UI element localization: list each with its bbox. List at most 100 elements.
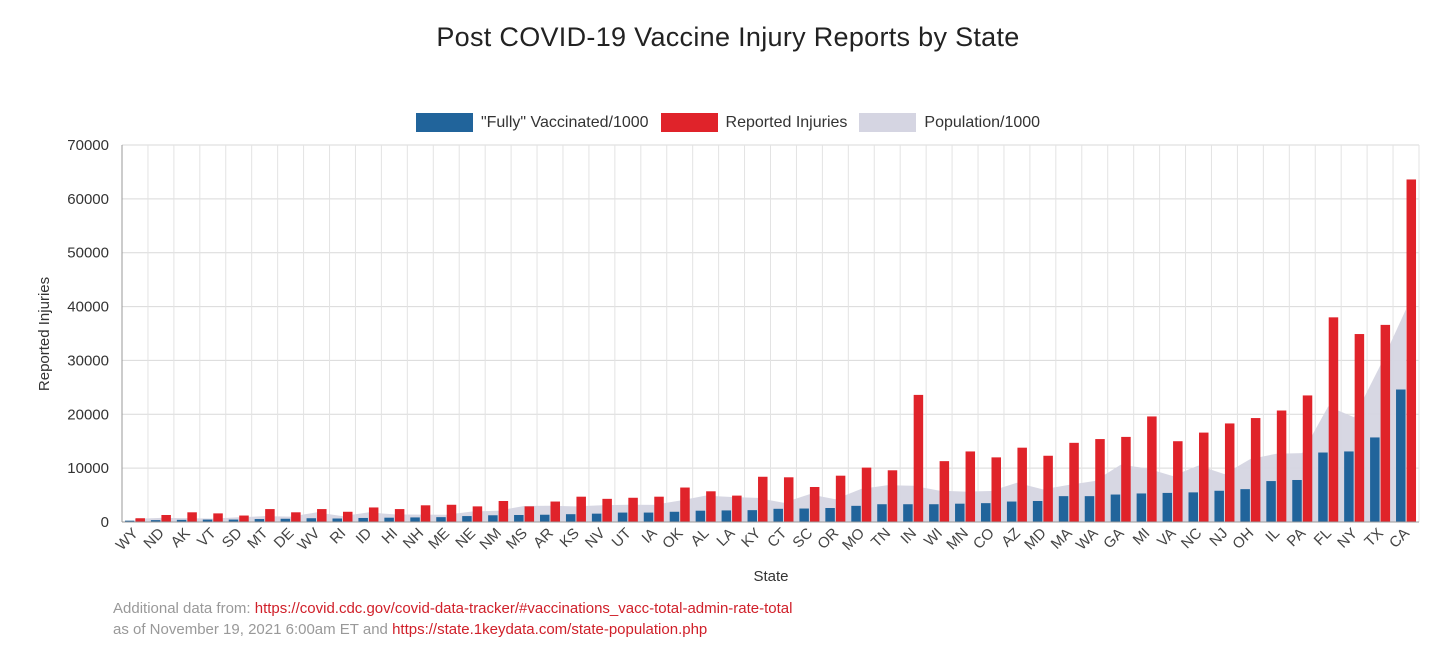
x-tick-label: NM: [476, 525, 505, 554]
vaccinated-bar-ky: [747, 510, 758, 522]
x-tick-label: ME: [425, 525, 453, 553]
footnote-line-2: as of November 19, 2021 6:00am ET and ht…: [113, 619, 793, 640]
y-tick-label: 40000: [67, 299, 109, 316]
injuries-bar-hi: [394, 509, 405, 522]
x-tick-label: HI: [379, 525, 402, 548]
footnote-prefix-2: as of November 19, 2021 6:00am ET and: [113, 621, 393, 638]
x-tick-label: GA: [1100, 525, 1127, 552]
x-tick-label: AL: [687, 525, 712, 550]
vaccinated-bar-pa: [1292, 479, 1302, 522]
footnote-line-1: Additional data from: https://covid.cdc.…: [113, 598, 793, 619]
cdc-source-link[interactable]: https://covid.cdc.gov/covid-data-tracker…: [254, 600, 793, 617]
vaccinated-bar-ar: [540, 514, 550, 522]
x-tick-label: CA: [1386, 525, 1413, 552]
injuries-bar-ky: [758, 476, 768, 522]
injuries-bar-ks: [576, 496, 586, 522]
y-tick-label: 30000: [67, 352, 109, 369]
x-tick-label: MO: [839, 525, 868, 554]
vaccinated-bar-mt: [254, 519, 265, 522]
vaccinated-bar-tx: [1370, 437, 1380, 522]
injuries-bar-mn: [965, 451, 976, 522]
y-axis-title: Reported Injuries: [36, 277, 53, 391]
x-tick-label: MA: [1048, 525, 1076, 553]
vaccinated-bar-il: [1266, 481, 1276, 522]
injuries-bar-mo: [861, 467, 872, 522]
x-tick-label: VT: [194, 525, 220, 551]
x-tick-label: OR: [814, 525, 842, 553]
legend-item-vaccinated[interactable]: "Fully" Vaccinated/1000: [415, 113, 649, 132]
x-tick-label: NE: [452, 525, 479, 552]
x-tick-label: MT: [244, 525, 271, 552]
vaccinated-bar-ga: [1110, 494, 1121, 522]
population-source-link[interactable]: https://state.1keydata.com/state-populat…: [392, 621, 708, 638]
legend-item-injuries[interactable]: Reported Injuries: [660, 113, 847, 132]
x-tick-label: KY: [738, 525, 764, 551]
injuries-bar-nh: [420, 505, 431, 522]
x-tick-label: NJ: [1206, 525, 1231, 550]
injuries-bar-ga: [1121, 436, 1131, 522]
vaccinated-bar-nc: [1188, 492, 1199, 522]
x-tick-label: AK: [168, 525, 194, 551]
vaccinated-bar-az: [1006, 501, 1017, 522]
x-axis-title: State: [753, 568, 788, 585]
vaccinated-bar-nd: [150, 520, 161, 522]
legend-item-population[interactable]: Population/1000: [859, 113, 1040, 132]
x-tick-label: WV: [294, 525, 323, 554]
vaccinated-bar-sd: [228, 519, 239, 522]
injuries-bar-in: [913, 394, 924, 522]
injuries-bar-vt: [213, 513, 223, 522]
x-tick-label: WI: [921, 525, 946, 550]
x-tick-label: MS: [503, 525, 531, 553]
vaccinated-bar-ma: [1058, 496, 1069, 522]
injuries-bar-pa: [1302, 395, 1313, 522]
injuries-bar-ma: [1069, 442, 1079, 522]
injuries-bar-al: [706, 491, 716, 522]
x-tick-label: MD: [1021, 525, 1050, 554]
vaccinated-bar-oh: [1240, 489, 1250, 522]
vaccinated-bar-mn: [955, 503, 965, 522]
x-tick-label: IL: [1262, 525, 1283, 546]
vaccinated-bar-ia: [643, 512, 654, 522]
injuries-bar-ny: [1354, 334, 1365, 522]
injuries-bar-la: [732, 495, 742, 522]
injuries-bar-co: [991, 457, 1001, 522]
x-tick-label: ND: [140, 525, 167, 552]
x-tick-label: CO: [970, 525, 998, 553]
vaccinated-bar-la: [721, 510, 732, 522]
injuries-bar-ok: [680, 487, 690, 522]
x-tick-label: TN: [868, 525, 894, 551]
legend: "Fully" Vaccinated/1000 Reported Injurie…: [0, 113, 1456, 132]
x-tick-label: WY: [113, 525, 142, 554]
injuries-bar-va: [1173, 441, 1183, 522]
vaccinated-bar-ut: [617, 512, 628, 522]
x-tick-label: SC: [789, 525, 816, 552]
vaccinated-bar-or: [825, 507, 835, 522]
injuries-bar-fl: [1328, 317, 1339, 522]
injuries-bar-ct: [783, 477, 794, 522]
vaccinated-bar-in: [903, 504, 913, 522]
x-tick-label: OK: [659, 525, 686, 552]
x-tick-label: NV: [582, 525, 609, 552]
injuries-bar-ca: [1406, 179, 1417, 522]
y-tick-label: 20000: [67, 406, 109, 423]
vaccinated-bar-tn: [877, 504, 887, 522]
y-tick-label: 0: [101, 514, 109, 531]
injuries-bar-il: [1276, 410, 1287, 522]
x-tick-label: RI: [327, 525, 350, 548]
vaccinated-bar-nm: [488, 515, 498, 522]
x-tick-label: AR: [530, 525, 557, 552]
chart-title: Post COVID-19 Vaccine Injury Reports by …: [436, 22, 1020, 52]
x-tick-label: IN: [897, 525, 920, 548]
injuries-bar-de: [291, 512, 301, 522]
legend-swatch-vaccinated: [415, 113, 473, 132]
x-tick-label: IA: [639, 525, 661, 547]
injuries-bar-nv: [602, 498, 612, 522]
injuries-bar-mt: [265, 509, 275, 522]
legend-swatch-population: [859, 113, 917, 132]
injuries-bar-wa: [1095, 439, 1105, 522]
x-tick-label: LA: [713, 525, 738, 550]
vaccinated-bar-wv: [306, 518, 317, 522]
x-tick-label: MI: [1130, 525, 1154, 549]
vaccinated-bar-co: [980, 503, 991, 522]
vaccinated-bar-mo: [851, 505, 861, 522]
